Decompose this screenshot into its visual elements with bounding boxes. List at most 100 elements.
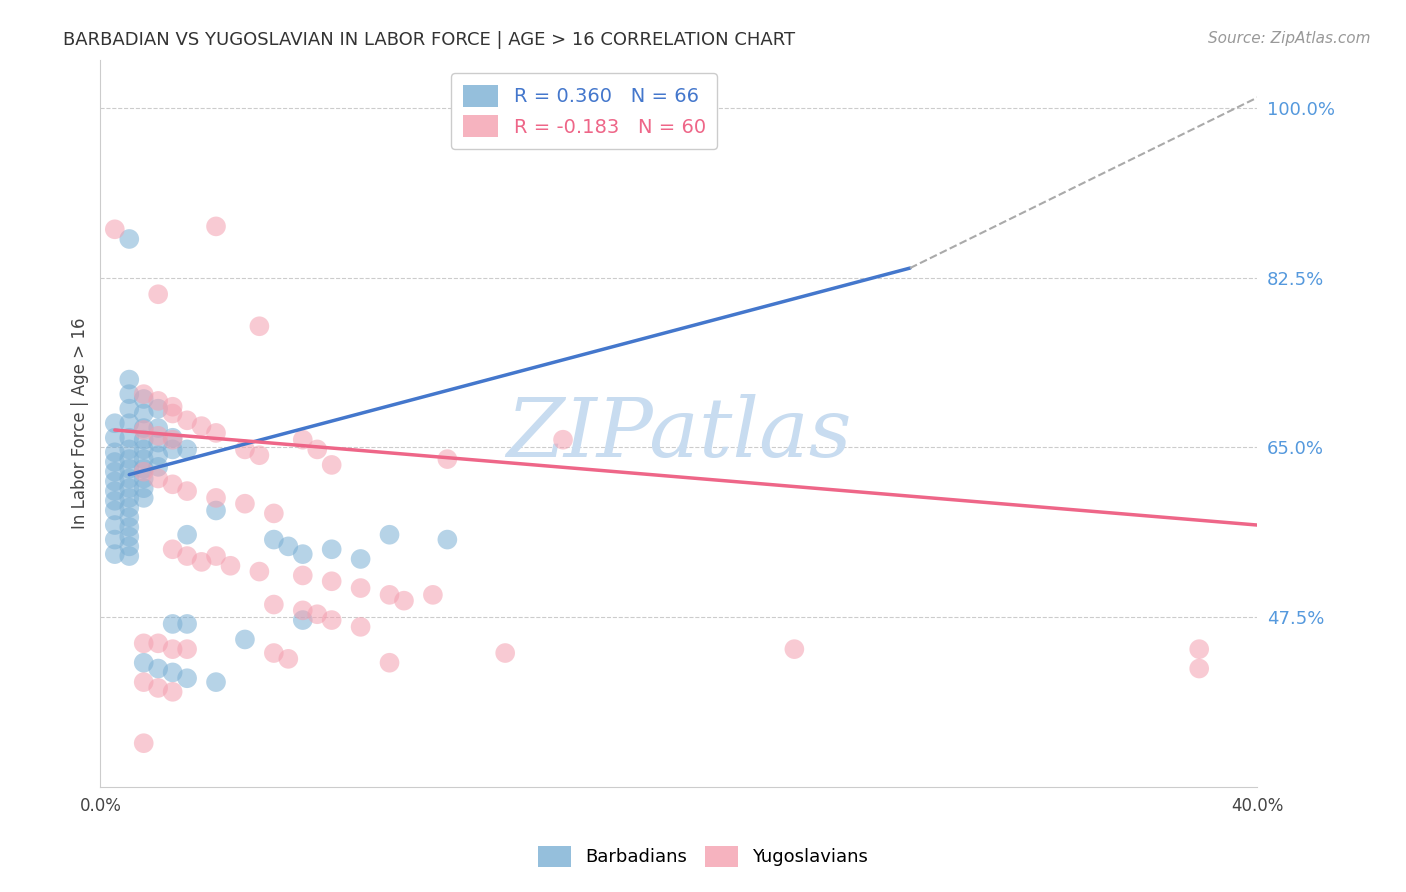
Point (494, 646, 516, 660)
Point (104, 493, 127, 508)
Point (104, 465, 127, 479)
Point (263, 533, 285, 547)
Point (132, 442, 155, 457)
Point (321, 542, 343, 557)
Point (205, 503, 228, 517)
Point (132, 407, 155, 421)
Point (1188, 661, 1211, 675)
Point (104, 503, 127, 517)
Point (321, 574, 343, 589)
Point (132, 392, 155, 406)
Point (148, 448, 170, 462)
Point (104, 518, 127, 533)
Point (307, 607, 329, 622)
Point (132, 423, 155, 437)
Point (162, 442, 184, 457)
Point (205, 549, 228, 563)
Point (118, 549, 141, 563)
Point (436, 452, 458, 467)
Point (176, 671, 198, 685)
Point (378, 656, 401, 670)
Point (205, 675, 228, 690)
Point (1188, 642, 1211, 657)
Point (176, 616, 198, 631)
Point (205, 491, 228, 505)
Point (132, 433, 155, 447)
Point (162, 642, 184, 657)
Point (378, 588, 401, 602)
Point (148, 636, 170, 650)
Point (233, 632, 256, 647)
Point (132, 636, 155, 650)
Point (132, 452, 155, 467)
Point (190, 419, 212, 434)
Point (132, 462, 155, 476)
Y-axis label: In Labor Force | Age > 16: In Labor Force | Age > 16 (72, 318, 89, 529)
Point (349, 552, 371, 566)
Point (176, 527, 198, 541)
Point (132, 736, 155, 750)
Point (205, 425, 228, 440)
Point (291, 613, 314, 627)
Point (277, 540, 299, 554)
Point (148, 287, 170, 301)
Point (190, 555, 212, 569)
Point (132, 421, 155, 435)
Point (104, 222, 127, 236)
Point (148, 421, 170, 435)
Point (118, 462, 141, 476)
Point (291, 433, 314, 447)
Legend: R = 0.360   N = 66, R = -0.183   N = 60: R = 0.360 N = 66, R = -0.183 N = 60 (451, 73, 717, 149)
Point (176, 549, 198, 563)
Point (118, 500, 141, 515)
Text: ZIPatlas: ZIPatlas (506, 394, 852, 475)
Point (148, 393, 170, 408)
Point (118, 540, 141, 554)
Point (176, 413, 198, 427)
Point (132, 471, 155, 485)
Point (148, 459, 170, 474)
Point (118, 452, 141, 467)
Legend: Barbadians, Yugoslavians: Barbadians, Yugoslavians (531, 838, 875, 874)
Point (277, 652, 299, 666)
Point (783, 642, 806, 657)
Point (118, 431, 141, 445)
Point (104, 484, 127, 499)
Point (132, 656, 155, 670)
Point (162, 431, 184, 445)
Point (291, 568, 314, 582)
Point (118, 491, 141, 505)
Point (176, 484, 198, 499)
Point (233, 442, 256, 457)
Point (219, 558, 242, 573)
Point (118, 416, 141, 430)
Point (118, 471, 141, 485)
Point (422, 588, 444, 602)
Point (118, 373, 141, 387)
Point (551, 433, 574, 447)
Point (162, 407, 184, 421)
Point (118, 232, 141, 246)
Point (132, 675, 155, 690)
Point (148, 471, 170, 485)
Point (118, 401, 141, 416)
Point (104, 547, 127, 561)
Point (148, 435, 170, 450)
Point (291, 547, 314, 561)
Point (263, 646, 285, 660)
Point (307, 442, 329, 457)
Point (162, 616, 184, 631)
Text: Source: ZipAtlas.com: Source: ZipAtlas.com (1208, 31, 1371, 46)
Point (132, 481, 155, 495)
Point (118, 481, 141, 495)
Point (392, 593, 415, 607)
Point (104, 445, 127, 459)
Point (205, 219, 228, 234)
Point (118, 442, 141, 457)
Point (118, 530, 141, 544)
Point (247, 565, 270, 579)
Point (378, 527, 401, 541)
Point (118, 387, 141, 401)
Point (162, 542, 184, 557)
Point (148, 429, 170, 443)
